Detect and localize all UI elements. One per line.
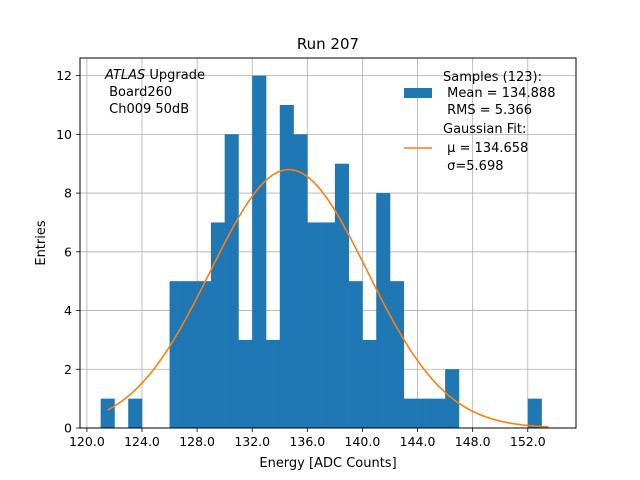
y-tick-label: 10 — [56, 127, 72, 142]
histogram-bar — [183, 281, 198, 428]
y-tick-label: 8 — [64, 186, 72, 201]
legend-fit-sigma: σ=5.698 — [443, 159, 503, 174]
histogram-bar — [210, 222, 225, 428]
histogram-bar — [362, 339, 377, 428]
y-tick-label: 2 — [64, 362, 72, 377]
annotation-line-2: Board260 — [105, 85, 172, 100]
histogram-bar — [128, 398, 143, 428]
annotation-line-1: ATLAS Upgrade — [104, 68, 205, 83]
x-tick-label: 128.0 — [179, 434, 215, 449]
y-tick-label: 0 — [64, 421, 72, 436]
histogram-bar — [238, 339, 253, 428]
gaussian-fit-curve — [107, 168, 549, 428]
histogram-bar — [376, 193, 391, 428]
annotation-line-3: Ch009 50dB — [105, 102, 189, 117]
legend-samples-line-2: Mean = 134.888 — [443, 86, 555, 101]
histogram-bar — [321, 222, 336, 428]
legend-fit-line-1: Gaussian Fit: — [443, 122, 526, 137]
annotation-italic: ATLAS — [104, 68, 145, 83]
plot-frame — [79, 57, 577, 429]
histogram-bar — [197, 281, 212, 428]
histogram-bar — [279, 104, 294, 428]
histogram-bar — [293, 134, 308, 428]
y-axis-ticks: 0 2 4 6 8 10 12 — [56, 68, 80, 436]
legend-fit-mu: μ = 134.658 — [443, 141, 528, 156]
legend-samples-line-3: RMS = 5.366 — [443, 103, 532, 118]
x-tick-label: 136.0 — [289, 434, 325, 449]
legend: Samples (123): Mean = 134.888 RMS = 5.36… — [404, 70, 555, 174]
histogram-bar — [224, 134, 239, 428]
histogram-bar — [100, 398, 115, 428]
x-tick-label: 144.0 — [400, 434, 436, 449]
histogram-bar — [307, 222, 322, 428]
x-tick-label: 148.0 — [455, 434, 491, 449]
gaussian-fit — [107, 168, 549, 428]
histogram-bar — [417, 398, 432, 428]
histogram-bar — [431, 398, 446, 428]
y-tick-label: 6 — [64, 244, 72, 259]
histogram-bar — [348, 281, 363, 428]
chart-title: Run 207 — [297, 35, 359, 53]
x-axis-label: Energy [ADC Counts] — [259, 456, 396, 471]
histogram-bar — [334, 163, 349, 428]
histogram-bar — [390, 281, 405, 428]
y-axis-label: Entries — [34, 220, 49, 266]
detector-annotation: ATLAS Upgrade Board260 Ch009 50dB — [104, 68, 205, 117]
x-tick-label: 120.0 — [69, 434, 105, 449]
histogram-bar — [252, 75, 267, 428]
legend-samples-swatch — [404, 88, 432, 98]
histogram-bar — [266, 339, 281, 428]
y-tick-label: 12 — [56, 68, 72, 83]
x-tick-label: 132.0 — [234, 434, 270, 449]
histogram-bar — [527, 398, 542, 428]
x-axis-ticks: 120.0 124.0 128.0 132.0 136.0 140.0 144.0 148.0… — [69, 428, 546, 449]
y-tick-label: 4 — [64, 303, 72, 318]
annotation-line-1-rest: Upgrade — [145, 68, 205, 83]
x-tick-label: 152.0 — [510, 434, 546, 449]
histogram-bar — [169, 281, 184, 428]
x-tick-label: 140.0 — [345, 434, 381, 449]
x-tick-label: 124.0 — [124, 434, 160, 449]
histogram-bar — [403, 398, 418, 428]
histogram-bars — [100, 75, 542, 428]
legend-samples-line-1: Samples (123): — [443, 70, 542, 85]
